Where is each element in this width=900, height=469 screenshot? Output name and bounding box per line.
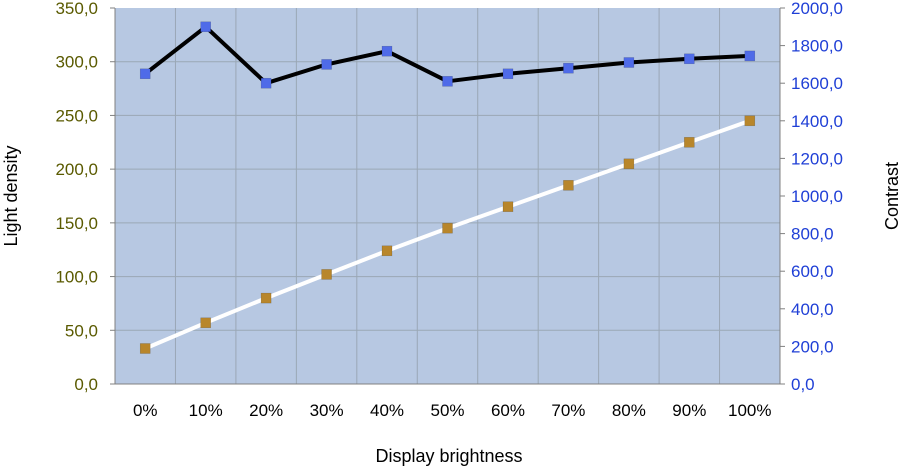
series-2-point: [442, 76, 453, 87]
right-tick-label: 1200,0: [791, 149, 843, 168]
series-1-point: [684, 137, 695, 148]
right-tick-label: 1400,0: [791, 112, 843, 131]
x-axis-title: Display brightness: [375, 446, 522, 466]
series-1-point: [200, 317, 211, 329]
series-2-point: [623, 57, 635, 68]
right-tick-label: 1600,0: [791, 74, 843, 93]
left-axis-title: Light density: [1, 145, 21, 246]
x-tick-label: 10%: [189, 401, 223, 420]
series-1-point: [321, 269, 332, 280]
left-tick-label: 100,0: [55, 268, 98, 287]
series-2-point: [321, 59, 332, 70]
series-1-point: [442, 222, 453, 234]
series-1-point: [563, 180, 574, 191]
left-tick-label: 300,0: [55, 53, 98, 72]
left-tick-label: 250,0: [55, 106, 98, 125]
series-layer: [139, 21, 756, 354]
right-tick-label: 1800,0: [791, 37, 843, 56]
series-1-point: [502, 201, 514, 212]
right-axis-title: Contrast: [882, 162, 900, 230]
series-1-point: [260, 292, 272, 304]
right-tick-label: 800,0: [791, 225, 834, 244]
x-tick-label: 80%: [612, 401, 646, 420]
series-1-point: [744, 115, 756, 127]
series-1-point: [623, 158, 635, 170]
series-2-point: [200, 21, 211, 33]
x-tick-label: 40%: [370, 401, 404, 420]
left-tick-label: 0,0: [74, 375, 98, 394]
x-tick-label: 60%: [491, 401, 525, 420]
x-tick-label: 20%: [249, 401, 283, 420]
series-2-point: [744, 50, 756, 62]
x-tick-label: 90%: [672, 401, 706, 420]
left-axis-ticks: 0,0 50,0 100,0 150,0 200,0 250,0 300,0 350,0: [55, 0, 115, 394]
left-tick-label: 350,0: [55, 0, 98, 18]
series-2-point: [260, 77, 272, 89]
x-tick-label: 30%: [310, 401, 344, 420]
right-tick-label: 400,0: [791, 300, 834, 319]
series-2-point: [139, 68, 151, 80]
right-tick-label: 0,0: [791, 375, 815, 394]
left-tick-label: 200,0: [55, 160, 98, 179]
right-tick-label: 600,0: [791, 262, 834, 281]
series-2-point: [684, 53, 695, 65]
x-tick-label: 70%: [551, 401, 585, 420]
series-1-point: [139, 343, 151, 354]
x-tick-label: 0%: [133, 401, 158, 420]
right-tick-label: 1000,0: [791, 187, 843, 206]
left-tick-label: 150,0: [55, 214, 98, 233]
series-1-point: [381, 245, 393, 257]
right-axis-ticks: 0,0 200,0 400,0 600,0 800,0 1000,0 1200,0 1400,…: [780, 0, 843, 394]
x-axis-ticks: 0% 10% 20% 30% 40% 50% 60% 70% 80% 90% 100%: [133, 401, 772, 420]
left-tick-label: 50,0: [65, 321, 98, 340]
series-2-point: [381, 45, 393, 57]
series-2-point: [563, 62, 574, 74]
right-tick-label: 2000,0: [791, 0, 843, 18]
plot-area: [115, 8, 780, 384]
series-2-point: [502, 68, 514, 80]
x-tick-label: 100%: [728, 401, 771, 420]
right-tick-label: 200,0: [791, 337, 834, 356]
x-tick-label: 50%: [430, 401, 464, 420]
